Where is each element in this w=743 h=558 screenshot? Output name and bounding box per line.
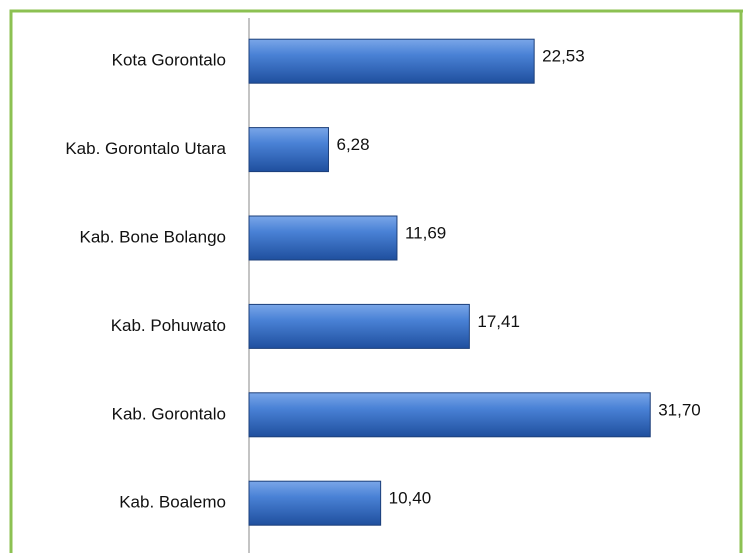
category-label: Kab. Bone Bolango xyxy=(79,227,226,246)
category-label: Kab. Gorontalo Utara xyxy=(65,139,226,158)
value-label: 10,40 xyxy=(389,489,432,508)
value-label: 22,53 xyxy=(542,47,585,66)
frame xyxy=(9,9,743,553)
category-label: Kab. Pohuwato xyxy=(111,316,226,335)
category-label: Kab. Gorontalo xyxy=(112,404,226,423)
category-label: Kab. Boalemo xyxy=(119,493,226,512)
bar xyxy=(248,215,398,261)
bar xyxy=(248,392,651,438)
bar xyxy=(248,303,470,349)
value-label: 17,41 xyxy=(477,312,520,331)
bar xyxy=(248,480,382,526)
value-label: 6,28 xyxy=(336,135,369,154)
category-label: Kota Gorontalo xyxy=(112,51,226,70)
value-label: 31,70 xyxy=(658,400,701,419)
bar xyxy=(248,127,329,173)
value-label: 11,69 xyxy=(405,223,446,242)
bar xyxy=(248,38,535,84)
